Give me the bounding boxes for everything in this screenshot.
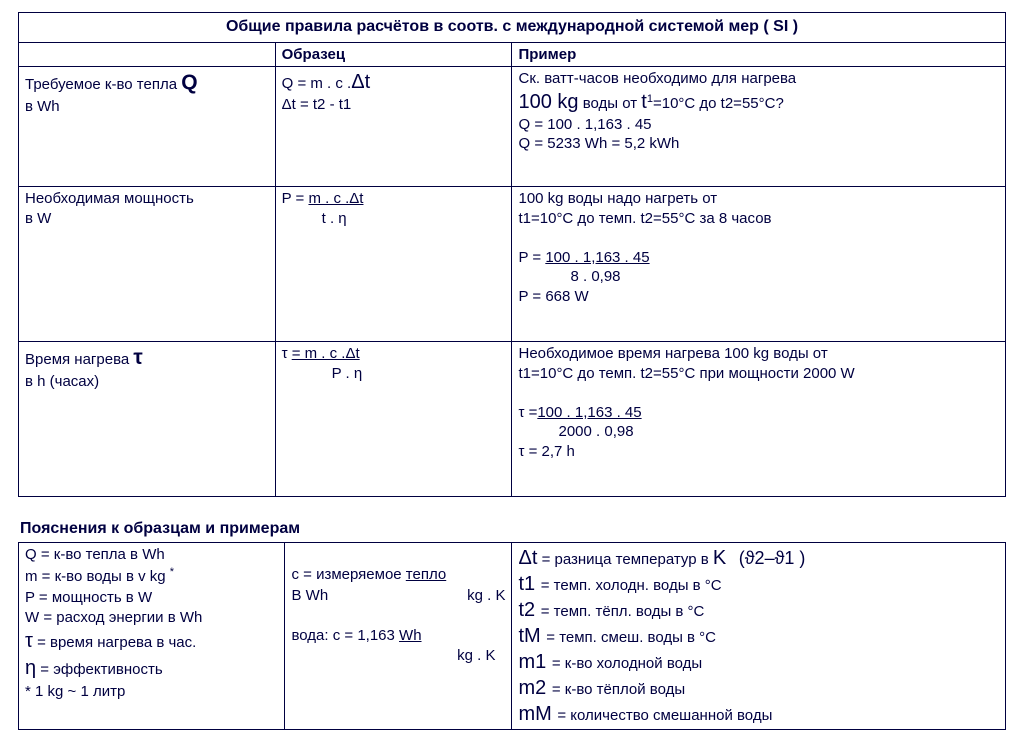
ex-Q-l4: Q = 5233 Wh = 5,2 kWh — [518, 135, 679, 152]
row-power: Необходимая мощность в W P = m . c .Δt t… — [19, 187, 1006, 342]
example-Q: Ск. ватт-часов необходимо для нагрева 10… — [512, 67, 1006, 187]
lb-l3b: Wh — [399, 627, 422, 644]
lc-l3a: t2 — [518, 599, 540, 621]
sample-P-l1b: m . c .Δt — [308, 190, 363, 207]
ex-tau-l5: τ = 2,7 h — [518, 443, 574, 460]
sample-Q-f1b: Δt — [351, 71, 370, 93]
col-example-head: Пример — [512, 42, 1006, 67]
param-tau-l1a: Время нагрева — [25, 351, 133, 368]
lc-l2a: t1 — [518, 573, 540, 595]
row-heat-quantity: Требуемое к-во тепла Q в Wh Q = m . c .Δ… — [19, 67, 1006, 187]
la-l4: W = расход энергии в Wh — [25, 609, 202, 626]
lc-l1a: Δt — [518, 547, 537, 569]
lb-l4: kg . K — [457, 646, 505, 666]
ex-Q-l3: Q = 100 . 1,163 . 45 — [518, 116, 651, 133]
la-l3: P = мощность в W — [25, 589, 152, 606]
lc-l6b: = к-во тёплой воды — [552, 681, 685, 698]
ex-tau-l3b: 100 . 1,163 . 45 — [537, 404, 641, 421]
ex-Q-l2d: =10°C до t2=55°C? — [653, 95, 784, 112]
param-P: Необходимая мощность в W — [19, 187, 276, 342]
sample-P-l1a: P = — [282, 190, 309, 207]
lb-l2b: kg . K — [467, 586, 505, 606]
lc-l1d: (ϑ2–ϑ1 ) — [739, 548, 806, 568]
la-l5a: τ — [25, 630, 33, 652]
row-time: Время нагрева τ в h (часах) τ = m . c .Δ… — [19, 342, 1006, 497]
la-l2a: m = к-во воды в v kg — [25, 568, 170, 585]
page-title: Общие правила расчётов в соотв. с междун… — [19, 13, 1006, 43]
rules-table: Общие правила расчётов в соотв. с междун… — [18, 12, 1006, 497]
ex-tau-l3a: τ = — [518, 404, 537, 421]
col-sample-head: Образец — [275, 42, 512, 67]
la-l6b: = эффективность — [36, 661, 163, 678]
ex-P-l1: 100 kg воды надо нагреть от — [518, 190, 717, 207]
title-row: Общие правила расчётов в соотв. с междун… — [19, 13, 1006, 43]
lc-l1b: = разница температур в — [537, 551, 712, 568]
example-tau: Необходимое время нагрева 100 kg воды от… — [512, 342, 1006, 497]
la-l2star: * — [170, 566, 174, 578]
lc-l7a: mM — [518, 703, 557, 725]
la-l6a: η — [25, 657, 36, 679]
col-param-head — [19, 42, 276, 67]
lc-l2b: = темп. холодн. воды в °C — [541, 577, 722, 594]
legend-row: Q = к-во тепла в Wh m = к-во воды в v kg… — [19, 543, 1006, 730]
lc-l5a: m1 — [518, 651, 551, 673]
ex-P-l3b: 100 . 1,163 . 45 — [545, 249, 649, 266]
param-P-l2: в W — [25, 210, 51, 227]
sample-P: P = m . c .Δt t . η — [275, 187, 512, 342]
lb-l3a: вода: c = 1,163 — [291, 627, 399, 644]
symbol-tau: τ — [133, 346, 142, 369]
legend-col-c: Δt = разница температур в K (ϑ2–ϑ1 ) t1 … — [512, 543, 1006, 730]
legend-col-a: Q = к-во тепла в Wh m = к-во воды в v kg… — [19, 543, 285, 730]
param-tau-l2: в h (часах) — [25, 373, 99, 390]
param-Q-unit: в Wh — [25, 98, 60, 115]
lc-l4a: tM — [518, 625, 546, 647]
sample-tau-l1a: τ — [282, 345, 292, 362]
legend-table: Q = к-во тепла в Wh m = к-во воды в v kg… — [18, 542, 1006, 730]
lc-l5b: = к-во холодной воды — [552, 655, 702, 672]
lb-l1b: тепло — [406, 566, 446, 583]
ex-Q-l1: Ск. ватт-часов необходимо для нагрева — [518, 70, 796, 87]
sample-tau-l2: P . η — [282, 365, 363, 382]
legend-col-b: c = измеряемое тепло В Wh kg . K вода: c … — [285, 543, 512, 730]
sample-tau: τ = m . c .Δt P . η — [275, 342, 512, 497]
sample-Q: Q = m . c .Δt Δt = t2 - t1 — [275, 67, 512, 187]
lc-l1c: K — [713, 547, 726, 569]
ex-P-l4: 8 . 0,98 — [518, 268, 620, 285]
ex-Q-l2b: воды от — [579, 95, 642, 112]
param-Q-label: Требуемое к-во тепла — [25, 76, 181, 93]
lc-l6a: m2 — [518, 677, 551, 699]
lc-l3b: = темп. тёпл. воды в °C — [541, 603, 705, 620]
ex-P-l3a: P = — [518, 249, 545, 266]
lb-l2a: В Wh — [291, 587, 328, 604]
sample-Q-f2: Δt = t2 - t1 — [282, 96, 352, 113]
ex-tau-l4: 2000 . 0,98 — [518, 423, 633, 440]
lb-l1a: c = измеряемое — [291, 566, 405, 583]
ex-tau-l1: Необходимое время нагрева 100 kg воды от — [518, 345, 827, 362]
header-row: Образец Пример — [19, 42, 1006, 67]
ex-P-l2: t1=10°C до темп. t2=55°C за 8 часов — [518, 210, 771, 227]
ex-Q-l2a: 100 kg — [518, 91, 578, 113]
symbol-Q: Q — [181, 71, 197, 94]
param-P-l1: Необходимая мощность — [25, 190, 194, 207]
ex-tau-l2: t1=10°C до темп. t2=55°C при мощности 20… — [518, 365, 854, 382]
sample-Q-f1a: Q = m . c . — [282, 75, 352, 92]
sample-P-l2: t . η — [282, 209, 347, 229]
la-l1: Q = к-во тепла в Wh — [25, 546, 165, 563]
example-P: 100 kg воды надо нагреть от t1=10°C до т… — [512, 187, 1006, 342]
la-l5b: = время нагрева в час. — [33, 634, 196, 651]
param-Q: Требуемое к-во тепла Q в Wh — [19, 67, 276, 187]
sample-tau-l1b: = m . c .Δt — [292, 345, 360, 362]
la-l7: * 1 kg ~ 1 литр — [25, 683, 125, 700]
legend-title: Пояснения к образцам и примерам — [20, 519, 1006, 540]
lc-l4b: = темп. смеш. воды в °C — [546, 629, 716, 646]
param-tau: Время нагрева τ в h (часах) — [19, 342, 276, 497]
ex-P-l5: P = 668 W — [518, 288, 588, 305]
